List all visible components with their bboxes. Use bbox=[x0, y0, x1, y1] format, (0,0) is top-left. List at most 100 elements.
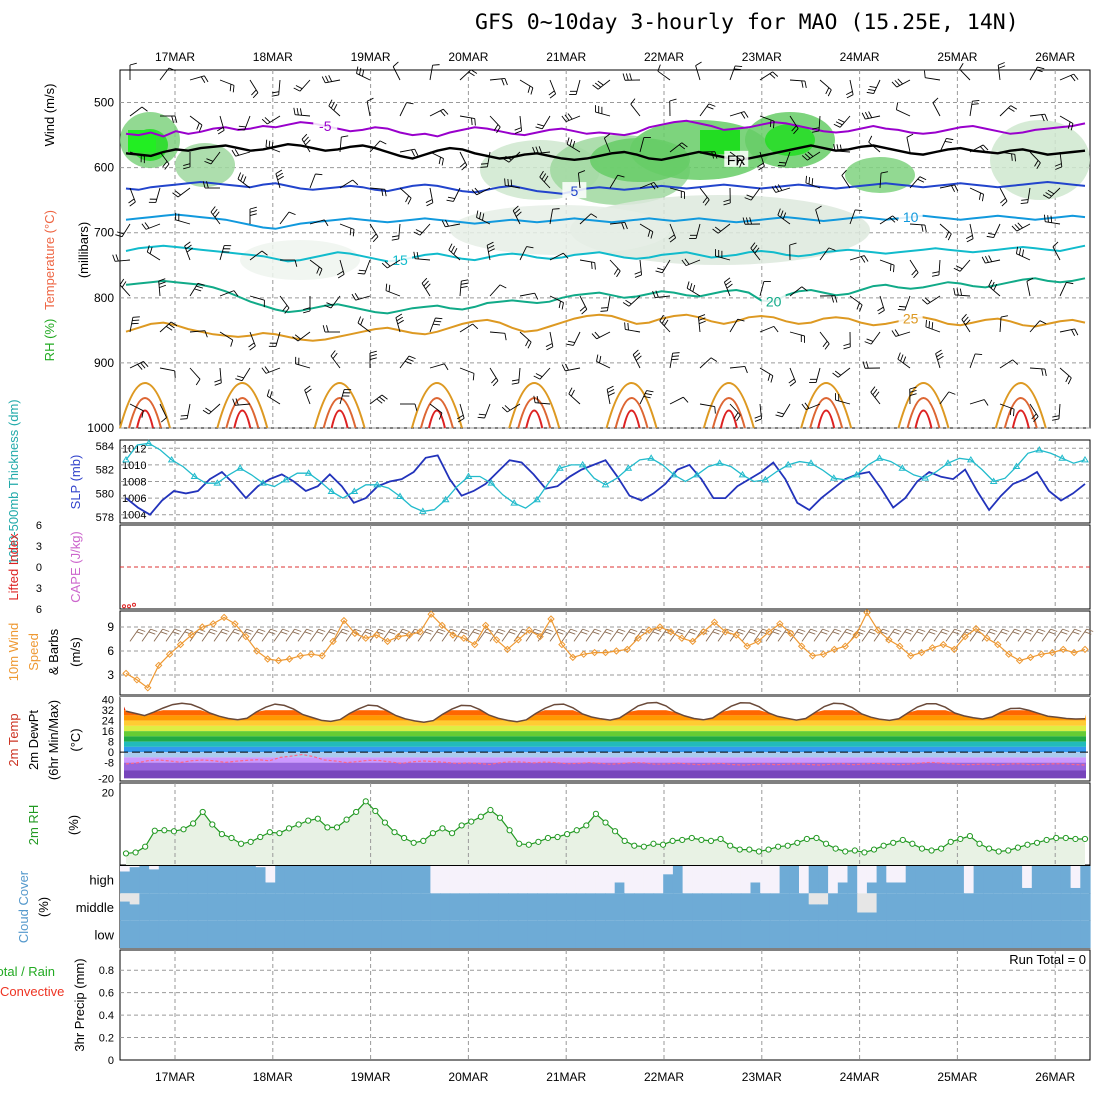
cloud-cover-cell-low bbox=[255, 920, 267, 948]
ua-wind-barb bbox=[489, 77, 505, 81]
cloud-cover-cell-high bbox=[973, 866, 984, 894]
ua-wind-barb bbox=[698, 320, 706, 325]
ua-wind-barb bbox=[681, 142, 688, 148]
ua-wind-barb bbox=[519, 246, 527, 261]
ua-wind-barb bbox=[535, 373, 543, 378]
ua-wind-barb bbox=[443, 108, 449, 115]
cloud-cover-cell-middle bbox=[1002, 893, 1013, 921]
cloud-cover-cell-low bbox=[837, 920, 849, 948]
ua-wind-barb bbox=[782, 212, 787, 220]
ua-wind-barb bbox=[1052, 241, 1059, 248]
ua-wind-barb bbox=[784, 151, 791, 167]
rh-marker bbox=[132, 849, 139, 856]
cloud-cover-cell-low bbox=[721, 920, 732, 948]
wind10m-barb bbox=[1077, 628, 1087, 642]
ua-temperature-contour bbox=[125, 213, 1086, 230]
ua-wind-barb bbox=[972, 100, 980, 102]
wind10m-barb bbox=[762, 628, 770, 632]
ua-wind-barb bbox=[519, 79, 534, 89]
ua-wind-barb bbox=[411, 149, 415, 157]
ua-wind-barb bbox=[606, 295, 611, 311]
ua-wind-barb bbox=[983, 399, 989, 406]
ua-wind-barb bbox=[332, 352, 338, 359]
ua-wind-barb bbox=[549, 93, 556, 99]
wind10m-barb bbox=[364, 631, 372, 635]
ua-wind-barb bbox=[669, 142, 683, 153]
ua-wind-barb bbox=[538, 146, 543, 154]
ua-wind-barb bbox=[129, 106, 143, 117]
rh-marker bbox=[755, 848, 763, 855]
cloud-cover-cell-low bbox=[944, 920, 955, 948]
slp-marker bbox=[1081, 455, 1089, 463]
ua-wind-barb bbox=[299, 108, 303, 116]
ua-wind-barb bbox=[369, 187, 385, 190]
wind10m-barb bbox=[501, 628, 511, 642]
wind10m-marker bbox=[841, 642, 849, 650]
ua-wind-barb bbox=[956, 288, 959, 296]
cloud-cover-cell-middle bbox=[876, 893, 887, 921]
ua-wind-barb bbox=[352, 179, 359, 186]
ua-wind-barb bbox=[145, 223, 161, 230]
wind10m-barb bbox=[945, 628, 955, 642]
wind10m-barb bbox=[138, 628, 146, 632]
slp-marker bbox=[236, 464, 245, 471]
cloud-cover-cell-high bbox=[226, 866, 237, 894]
ua-wind-barb bbox=[1029, 320, 1041, 333]
ua-wind-barb bbox=[872, 388, 878, 396]
ua-wind-barb bbox=[932, 97, 939, 104]
ua-wind-barb bbox=[596, 361, 611, 369]
cloud-cover-cell-middle bbox=[731, 893, 742, 921]
ua-wind-barb bbox=[801, 286, 808, 292]
ua-wind-barb bbox=[959, 62, 964, 70]
wind10m-barb bbox=[1053, 628, 1063, 642]
ua-wind-barb bbox=[552, 208, 560, 210]
ua-wind-barb bbox=[723, 199, 731, 203]
slp-line bbox=[125, 442, 1086, 513]
ua-wind-barb bbox=[777, 411, 785, 415]
cloud-cover-cell-low bbox=[498, 920, 509, 948]
wind10m-barb bbox=[726, 628, 734, 632]
ua-wind-barb bbox=[1074, 328, 1079, 336]
cloud-cover-cell-high bbox=[304, 866, 315, 894]
wind10m-barb bbox=[933, 628, 943, 642]
ua-wind-barb bbox=[622, 302, 630, 307]
ua-wind-barb bbox=[304, 389, 311, 405]
rh-marker bbox=[957, 835, 964, 843]
ua-wind-barb bbox=[742, 217, 746, 225]
temp-tick-label: 16 bbox=[102, 726, 114, 738]
ua-wind-barb bbox=[1001, 200, 1008, 207]
cloud-cover-cell-high bbox=[818, 866, 829, 894]
ua-wind-barb bbox=[819, 331, 830, 345]
wind10m-barb bbox=[376, 631, 384, 635]
wind10m-barb bbox=[561, 628, 571, 642]
ua-wind-barb bbox=[434, 320, 442, 323]
ua-wind-barb bbox=[267, 395, 281, 405]
wind10m-marker bbox=[525, 626, 533, 634]
ua-wind-barb bbox=[777, 184, 783, 191]
temp-tick-label: 40 bbox=[102, 695, 114, 707]
ua-wind-barb bbox=[669, 353, 674, 369]
ua-wind-barb bbox=[461, 279, 469, 282]
wind10m-barb bbox=[729, 628, 739, 642]
cloud-cover-cell-high bbox=[954, 866, 965, 894]
wind10m-barb bbox=[1005, 628, 1015, 642]
ua-wind-barb bbox=[954, 184, 959, 192]
slp-tick-label: 1006 bbox=[122, 493, 146, 505]
cloud-cover-cell-middle bbox=[566, 893, 577, 921]
ua-wind-barb bbox=[861, 112, 866, 120]
ua-wind-barb bbox=[744, 366, 748, 374]
cloud-cover-cell-low bbox=[197, 920, 208, 948]
ua-wind-barb bbox=[230, 339, 234, 347]
cloud-cover-cell-low bbox=[478, 920, 490, 948]
ua-wind-barb bbox=[459, 281, 462, 297]
ua-wind-barb bbox=[724, 277, 731, 283]
rh-marker bbox=[401, 834, 408, 842]
ua-wind-barb bbox=[913, 272, 919, 279]
wind10m-barb bbox=[318, 628, 326, 632]
wind10m-barb bbox=[436, 631, 444, 635]
ua-wind-barb bbox=[606, 385, 614, 390]
ua-wind-barb bbox=[533, 395, 536, 403]
ua-wind-barb bbox=[1073, 73, 1079, 80]
cloud-cover-cell-low bbox=[265, 920, 276, 948]
li-tick-label: 3 bbox=[36, 583, 42, 595]
